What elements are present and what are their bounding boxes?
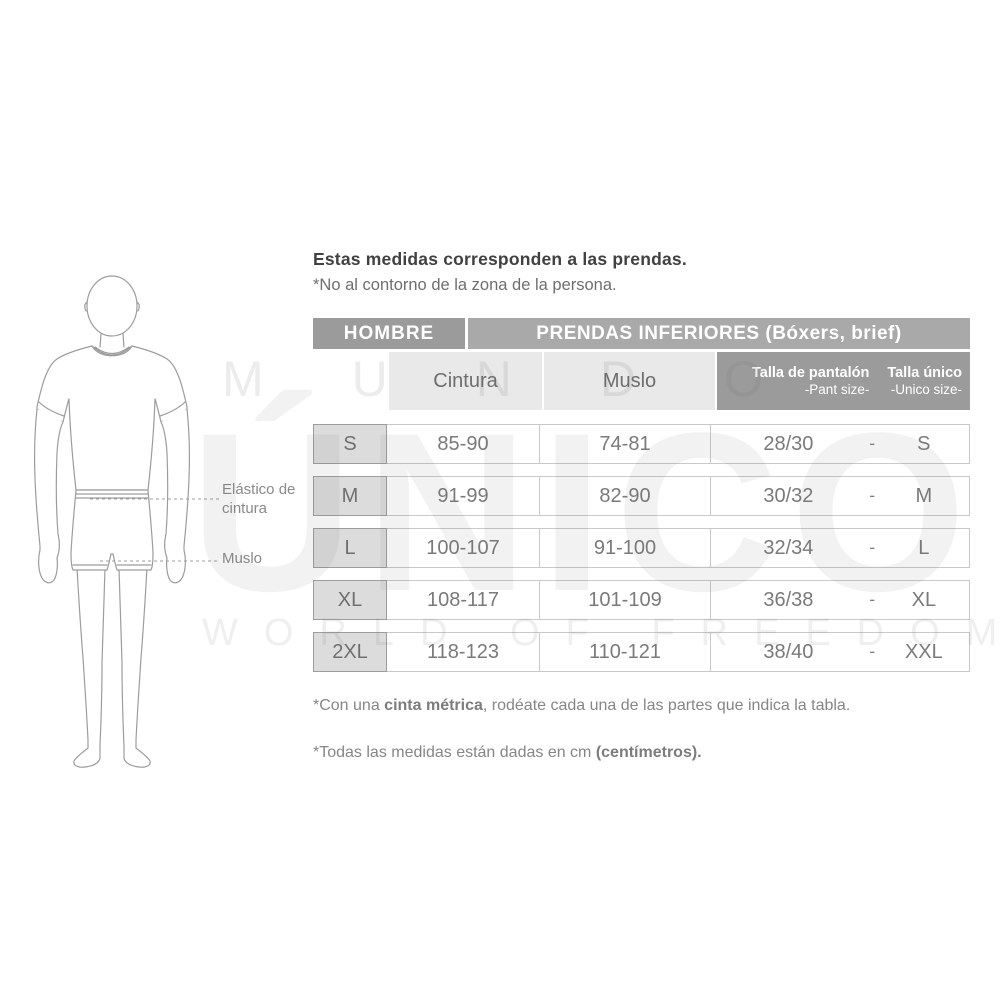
dash-separator: - <box>869 434 876 453</box>
size-cell: XL <box>313 580 387 620</box>
pant-size-value: 28/30 <box>763 432 814 455</box>
unico-size-value: M <box>915 484 933 507</box>
page-subtitle: *No al contorno de la zona de la persona… <box>313 276 617 294</box>
dash-separator: - <box>869 538 876 557</box>
cintura-value: 91-99 <box>387 477 540 515</box>
muslo-column-header: Muslo <box>544 352 715 410</box>
tallas-values: 38/40 - XXL <box>711 633 969 671</box>
waist-elastic-label: Elástico de cintura <box>222 481 296 517</box>
muslo-value: 82-90 <box>540 477 711 515</box>
pant-size-value: 38/40 <box>763 640 814 663</box>
dash-separator: - <box>869 486 876 505</box>
cintura-value: 118-123 <box>387 633 540 671</box>
cintura-value: 85-90 <box>387 425 540 463</box>
table-body: S 85-90 74-81 28/30 - S M 91-99 82-90 30… <box>313 424 970 672</box>
hombre-header: HOMBRE <box>313 318 465 349</box>
figure-left-leg <box>73 567 106 768</box>
page-title: Estas medidas corresponden a las prendas… <box>313 249 687 269</box>
unico-size-value: S <box>917 432 931 455</box>
figure-right-leg <box>118 567 151 768</box>
table-column-header-row: Cintura Muslo Talla de pantalón -Pant si… <box>313 352 970 410</box>
figure-shorts <box>70 489 154 571</box>
unico-size-value: XL <box>911 588 937 611</box>
size-cell: M <box>313 476 387 516</box>
note-measuring-tape: *Con una cinta métrica, rodéate cada una… <box>313 697 851 714</box>
note-centimeters: *Todas las medidas están dadas en cm (ce… <box>313 744 702 761</box>
unico-size-value: XXL <box>904 640 943 663</box>
tallas-column-header: Talla de pantalón -Pant size- Talla únic… <box>717 352 970 410</box>
size-chart-table: HOMBRE PRENDAS INFERIORES (Bóxers, brief… <box>313 318 970 684</box>
cintura-column-header: Cintura <box>389 352 542 410</box>
table-row-xl: XL 108-117 101-109 36/38 - XL <box>313 580 970 620</box>
thigh-label: Muslo <box>222 550 263 567</box>
pant-size-value: 30/32 <box>763 484 814 507</box>
muslo-value: 110-121 <box>540 633 711 671</box>
unico-size-value: L <box>918 536 930 559</box>
tallas-values: 32/34 - L <box>711 529 969 567</box>
male-figure-illustration <box>30 258 270 778</box>
figure-head <box>86 275 138 337</box>
table-row-m: M 91-99 82-90 30/32 - M <box>313 476 970 516</box>
tallas-values: 30/32 - M <box>711 477 969 515</box>
figure-shirt <box>36 345 188 491</box>
muslo-value: 91-100 <box>540 529 711 567</box>
size-cell: S <box>313 424 387 464</box>
unico-size-header: Talla único -Unico size- <box>887 365 962 397</box>
size-cell: L <box>313 528 387 568</box>
table-row-2xl: 2XL 118-123 110-121 38/40 - XXL <box>313 632 970 672</box>
muslo-value: 74-81 <box>540 425 711 463</box>
table-group-header-row: HOMBRE PRENDAS INFERIORES (Bóxers, brief… <box>313 318 970 349</box>
dash-separator: - <box>869 590 876 609</box>
pant-size-value: 32/34 <box>763 536 814 559</box>
table-row-l: L 100-107 91-100 32/34 - L <box>313 528 970 568</box>
tallas-values: 36/38 - XL <box>711 581 969 619</box>
cintura-value: 108-117 <box>387 581 540 619</box>
prendas-inferiores-header: PRENDAS INFERIORES (Bóxers, brief) <box>468 318 970 349</box>
dash-separator: - <box>869 642 876 661</box>
figure-left-arm <box>34 408 64 584</box>
cintura-value: 100-107 <box>387 529 540 567</box>
muslo-value: 101-109 <box>540 581 711 619</box>
male-figure-svg <box>34 275 220 768</box>
size-cell: 2XL <box>313 632 387 672</box>
tallas-values: 28/30 - S <box>711 425 969 463</box>
empty-corner-cell <box>313 352 387 410</box>
figure-right-arm <box>160 408 190 584</box>
pant-size-header: Talla de pantalón -Pant size- <box>751 365 870 397</box>
table-row-s: S 85-90 74-81 28/30 - S <box>313 424 970 464</box>
pant-size-value: 36/38 <box>763 588 814 611</box>
